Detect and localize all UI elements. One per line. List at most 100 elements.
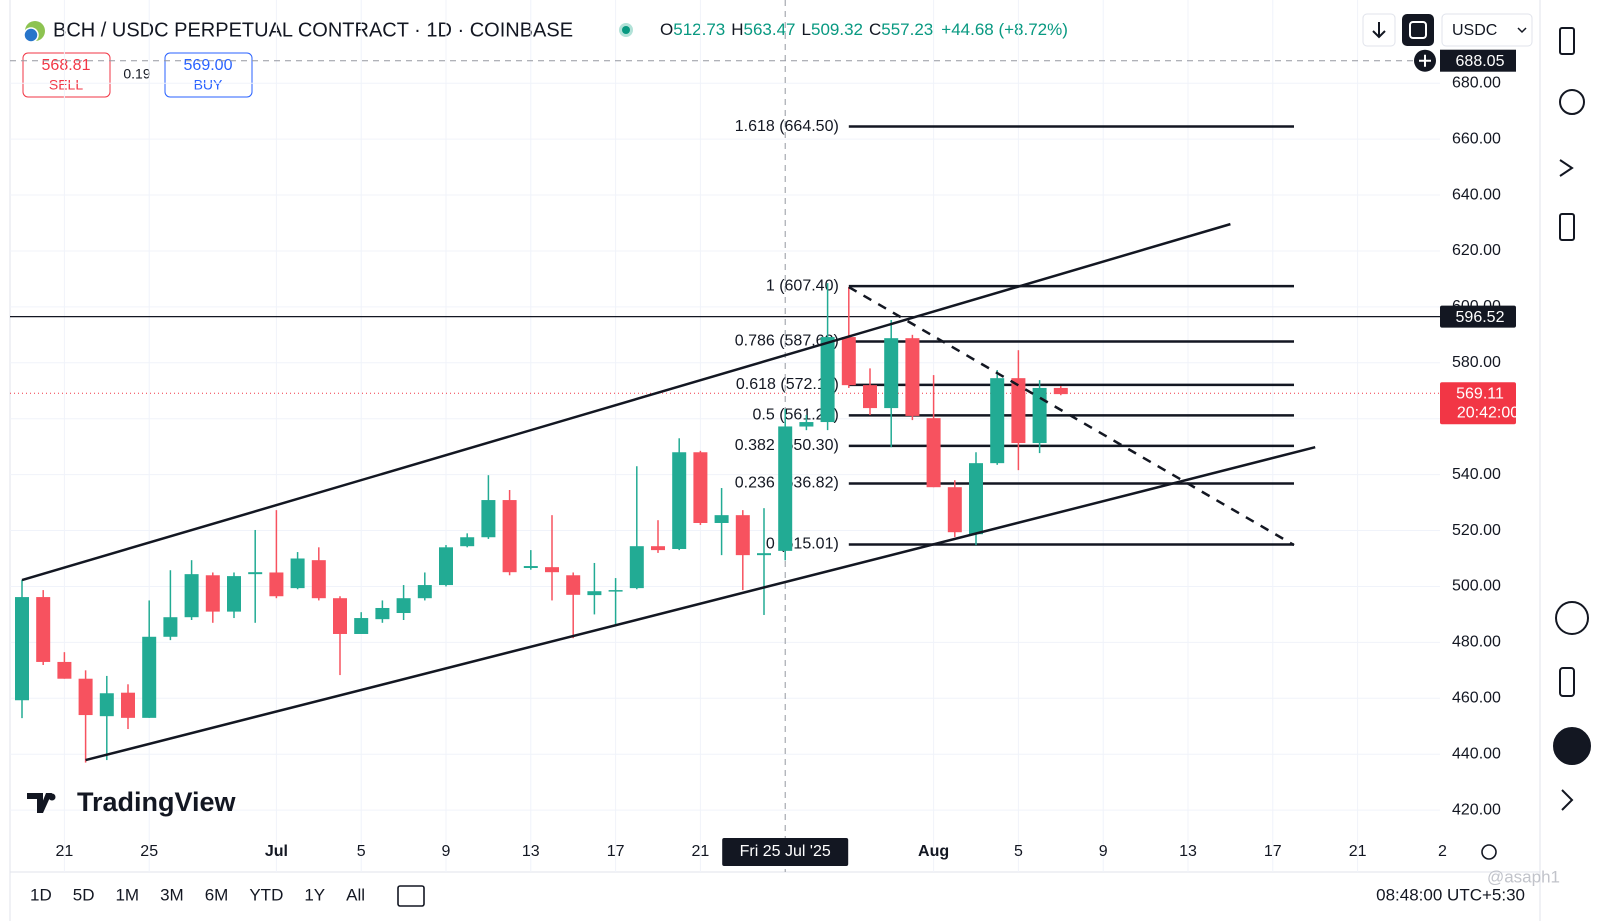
fib-label: 0.786 (587.63) <box>735 333 839 350</box>
clock: 08:48:00 UTC+5:30 <box>1376 885 1525 904</box>
ohlc-key: O <box>660 20 673 39</box>
candle-body <box>587 591 602 596</box>
ohlc-value: 512.73 <box>673 20 725 39</box>
chevron <box>1517 27 1527 34</box>
sell-box[interactable] <box>22 52 111 98</box>
range-button[interactable]: 5D <box>73 885 95 904</box>
candle-body <box>460 537 475 547</box>
candle-body <box>354 618 369 634</box>
x-tick-label: 9 <box>1099 843 1108 860</box>
candle-body <box>269 572 284 597</box>
fib-label: 1 (607.40) <box>766 277 839 294</box>
candle-body <box>417 585 432 599</box>
status-dot <box>622 26 630 34</box>
y-tick-label: 460.00 <box>1452 690 1501 707</box>
crosshair-price-box <box>1440 49 1516 72</box>
x-tick-label: 13 <box>1179 843 1197 860</box>
last-price: 569.11 <box>1456 385 1504 402</box>
ohlc-legend: O512.73 H563.47 L509.32 C557.23 +44.68 (+8.7… <box>660 20 1068 39</box>
x-tick-label: 21 <box>692 843 710 860</box>
fib-label: 0 (515.01) <box>766 536 839 553</box>
candle-body <box>78 678 93 716</box>
candle-body <box>841 337 856 386</box>
candle-body <box>1053 387 1068 395</box>
add-icon <box>1419 54 1431 67</box>
plot-clip: 1.618 (664.50) 1 (607.40) 0.786 (587.63) 0.… <box>10 0 1440 872</box>
currency-select[interactable] <box>1441 13 1533 47</box>
candle-body <box>969 463 983 535</box>
right-toolbar <box>1553 27 1591 811</box>
range-button[interactable]: 1D <box>30 885 52 904</box>
buy-price[interactable]: 569.00 <box>184 57 233 74</box>
candle-body <box>163 617 178 637</box>
spread: 0.19 <box>123 66 150 82</box>
candle-body <box>566 575 581 595</box>
sell-price[interactable]: 568.81 <box>42 57 91 74</box>
candle-body <box>439 547 453 586</box>
candle-body <box>820 337 835 423</box>
range-button[interactable]: YTD <box>249 885 283 904</box>
candle-body <box>99 693 114 717</box>
range-button[interactable]: 6M <box>205 885 229 904</box>
candle-body <box>990 378 1005 464</box>
candle-body <box>311 560 326 599</box>
y-tick-label: 660.00 <box>1452 130 1501 147</box>
candle-body <box>121 692 135 718</box>
candle-body <box>1011 378 1026 444</box>
range-button[interactable]: 1M <box>115 885 139 904</box>
candle-body <box>905 338 920 416</box>
buy-button[interactable]: 569.00 BUY <box>164 52 253 98</box>
top-controls[interactable]: USDC <box>1362 13 1533 47</box>
fib-label: 1.618 (664.50) <box>735 118 839 135</box>
bottom-toolbar: 1D 5D 1M 3M 6M YTD 1Y All <box>30 885 365 904</box>
candle-body <box>757 553 771 556</box>
countdown: 20:42:00 <box>1457 404 1519 421</box>
candle-body <box>333 598 347 634</box>
buy-label[interactable]: BUY <box>194 77 223 93</box>
buy-box[interactable] <box>164 52 253 98</box>
fib-label: 0.5 (561.21) <box>753 407 839 424</box>
candle-body <box>799 422 814 427</box>
calendar-icon[interactable] <box>397 885 425 907</box>
trend-line <box>85 446 1316 762</box>
sell-button[interactable]: 568.81 SELL <box>22 52 111 98</box>
symbol-title: BCH / USDC PERPETUAL CONTRACT · 1D · COI… <box>53 19 573 41</box>
candle-body <box>15 597 29 701</box>
range-button[interactable]: All <box>346 885 365 904</box>
y-tick-label: 580.00 <box>1452 354 1501 371</box>
y-tick-label: 420.00 <box>1452 801 1501 818</box>
candle-body <box>142 636 157 718</box>
candle-body <box>502 500 517 573</box>
range-button[interactable]: 1Y <box>304 885 325 904</box>
x-tick-label: 13 <box>522 843 540 860</box>
candle-body <box>608 590 623 592</box>
ohlc-key: C <box>869 20 881 39</box>
y-tick-label: 680.00 <box>1452 74 1501 91</box>
candle-body <box>693 452 708 523</box>
hline-price-box <box>1440 305 1516 328</box>
watermark: @asaph1 <box>1487 867 1560 886</box>
candle-body <box>523 566 538 569</box>
sell-label[interactable]: SELL <box>49 77 83 93</box>
x-tick-label: 2 <box>1438 843 1447 860</box>
settings-icon[interactable] <box>1481 844 1497 860</box>
y-tick-label: 480.00 <box>1452 634 1501 651</box>
layout-icon <box>1409 21 1427 39</box>
trend-line <box>21 222 1231 582</box>
y-tick-label: 640.00 <box>1452 186 1501 203</box>
candle-body <box>1032 387 1047 444</box>
layout-button[interactable] <box>1402 14 1434 46</box>
range-button[interactable]: 3M <box>160 885 184 904</box>
candle-body <box>57 661 72 679</box>
x-tick-label: 21 <box>56 843 74 860</box>
down-icon <box>1372 22 1386 39</box>
candle-body <box>290 558 305 589</box>
candle-body <box>36 597 51 662</box>
candle-body <box>672 452 687 549</box>
x-tick-label: 17 <box>1264 843 1282 860</box>
candle-body <box>396 598 411 614</box>
currency[interactable]: USDC <box>1452 22 1497 39</box>
y-tick-label: 540.00 <box>1452 466 1501 483</box>
